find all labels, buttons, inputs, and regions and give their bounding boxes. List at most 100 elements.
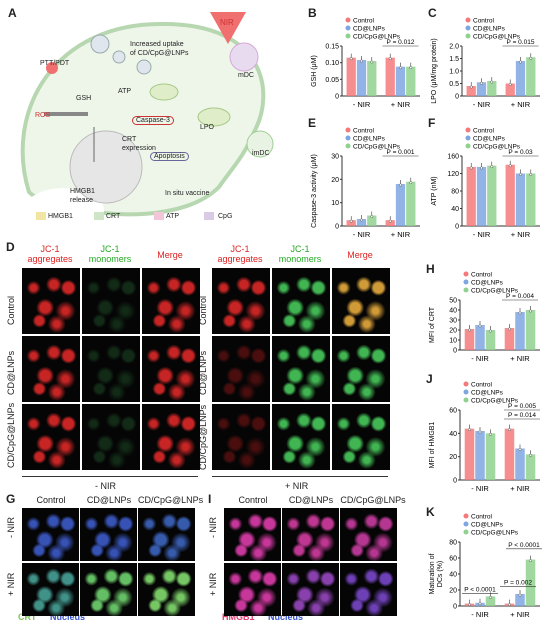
d-col-merge-left: Merge [157, 250, 183, 260]
x-tick-label: - NIR [353, 230, 371, 239]
legend-label: CD/CpG@LNPs [471, 288, 519, 295]
bar [406, 66, 416, 96]
jc1-micrograph [212, 268, 270, 334]
d-left-divider [22, 476, 198, 477]
legend-marker [465, 127, 471, 133]
x-tick-label: + NIR [391, 230, 411, 239]
jc1-micrograph [142, 268, 200, 334]
legend-label: Control [353, 128, 375, 135]
p-value-annotation: P = 0.03 [508, 149, 533, 156]
bar [466, 86, 476, 96]
p-value-annotation: P < 0.0001 [508, 542, 540, 549]
data-point [529, 559, 532, 563]
data-point [370, 215, 374, 218]
x-tick-label: - NIR [473, 230, 491, 239]
p-value-annotation: P = 0.012 [387, 39, 415, 46]
bar [346, 220, 356, 226]
data-point [490, 165, 494, 169]
i-row-plus: + NIR [208, 572, 218, 596]
data-point [529, 309, 532, 313]
jc1-micrograph [212, 336, 270, 402]
i-col-control: Control [238, 495, 268, 505]
y-tick-label: 1.0 [449, 69, 459, 76]
legend-label: CD/CpG@LNPs [473, 34, 521, 41]
legend-label: CD@LNPs [471, 280, 504, 287]
p-value-annotation: P = 0.015 [507, 39, 535, 46]
bar [487, 165, 497, 226]
data-point [529, 453, 532, 457]
legend-marker [463, 271, 469, 277]
legend-label: Control [473, 18, 495, 25]
data-point [519, 60, 522, 64]
x-tick-label: - NIR [471, 610, 489, 619]
legend-label: Control [473, 128, 495, 135]
bar [476, 82, 487, 96]
balance-icon [44, 112, 88, 116]
data-point [529, 173, 533, 176]
data-point [489, 329, 492, 333]
panel-letter-b: B [308, 6, 317, 20]
y-tick-label: 2.0 [449, 44, 459, 51]
jc1-micrograph [82, 336, 140, 402]
jc1-micrograph [272, 268, 330, 334]
legend-label: CD@LNPs [353, 136, 386, 143]
legend-label: CD/CpG@LNPs [471, 398, 519, 405]
legend-marker [465, 25, 471, 31]
bar [385, 57, 395, 96]
d-col-monomers-left: JC-1 monomers [88, 244, 132, 264]
data-point [518, 448, 522, 451]
hmgb1-micrograph [282, 563, 339, 616]
panel-letter-c: C [428, 6, 437, 20]
y-tick-label: 0 [453, 478, 457, 485]
legend-label: Control [471, 382, 493, 389]
y-tick-label: 30 [331, 154, 339, 161]
i-row-minus: - NIR [208, 517, 218, 538]
panel-letter-a: A [8, 6, 17, 20]
hmgb1-micrograph [282, 508, 339, 561]
schematic-diagram [20, 12, 274, 232]
data-point [468, 428, 471, 432]
legend-marker [465, 17, 471, 23]
i-col-cdcpg: CD/CpG@LNPs [340, 495, 406, 505]
y-tick-label: 10 [331, 200, 339, 207]
panel-letter-e: E [308, 116, 317, 130]
data-point [490, 80, 494, 84]
y-tick-label: 20 [331, 177, 339, 184]
legend-marker [463, 279, 469, 285]
g-stain-crt: CRT [18, 612, 37, 622]
g-stain-nucleus: Nucleus [50, 612, 86, 622]
apoptosis-label: Apoptosis [150, 152, 189, 161]
data-point [399, 66, 402, 70]
bar [504, 328, 515, 350]
x-tick-label: - NIR [353, 100, 371, 109]
x-tick-label: + NIR [510, 354, 530, 363]
x-tick-label: + NIR [391, 100, 411, 109]
legend-marker [345, 143, 351, 149]
chart-f: 0 40 80 120 160 ATP (nM) ControlCD@LNPsCD/CpG@… [431, 127, 540, 239]
caspase-label: Caspase-3 [132, 116, 174, 125]
x-tick-label: + NIR [511, 100, 531, 109]
y-tick-label: 0 [455, 224, 459, 231]
crt-micrograph [138, 563, 195, 616]
p-value-annotation: P = 0.001 [387, 149, 415, 156]
y-tick-label: 20 [449, 454, 457, 461]
legend-crt: CRT [106, 213, 121, 220]
bar [464, 428, 475, 480]
y-axis-label: Caspase-3 activity (μM) [311, 154, 318, 228]
bar [476, 166, 487, 226]
bar [367, 61, 377, 96]
legend-label: Control [471, 514, 493, 521]
chart-j: 0 20 40 60 MFI of HMGB1 ControlCD@LNPsCD/CpG@… [429, 381, 540, 493]
jc1-micrograph [212, 404, 270, 470]
mitochondrion [197, 107, 231, 127]
jc1-micrograph [82, 404, 140, 470]
chart-k: 0 20 40 60 80 Maturation of DCs (%) ControlCD@L… [429, 513, 542, 619]
jc1-micrograph [332, 268, 390, 334]
y-tick-label: 40 [449, 431, 457, 438]
legend-label: CD@LNPs [471, 390, 504, 397]
legend-label: CD@LNPs [471, 522, 504, 529]
data-point [478, 602, 482, 606]
bar [487, 81, 497, 96]
y-tick-label: 0.10 [325, 60, 339, 67]
